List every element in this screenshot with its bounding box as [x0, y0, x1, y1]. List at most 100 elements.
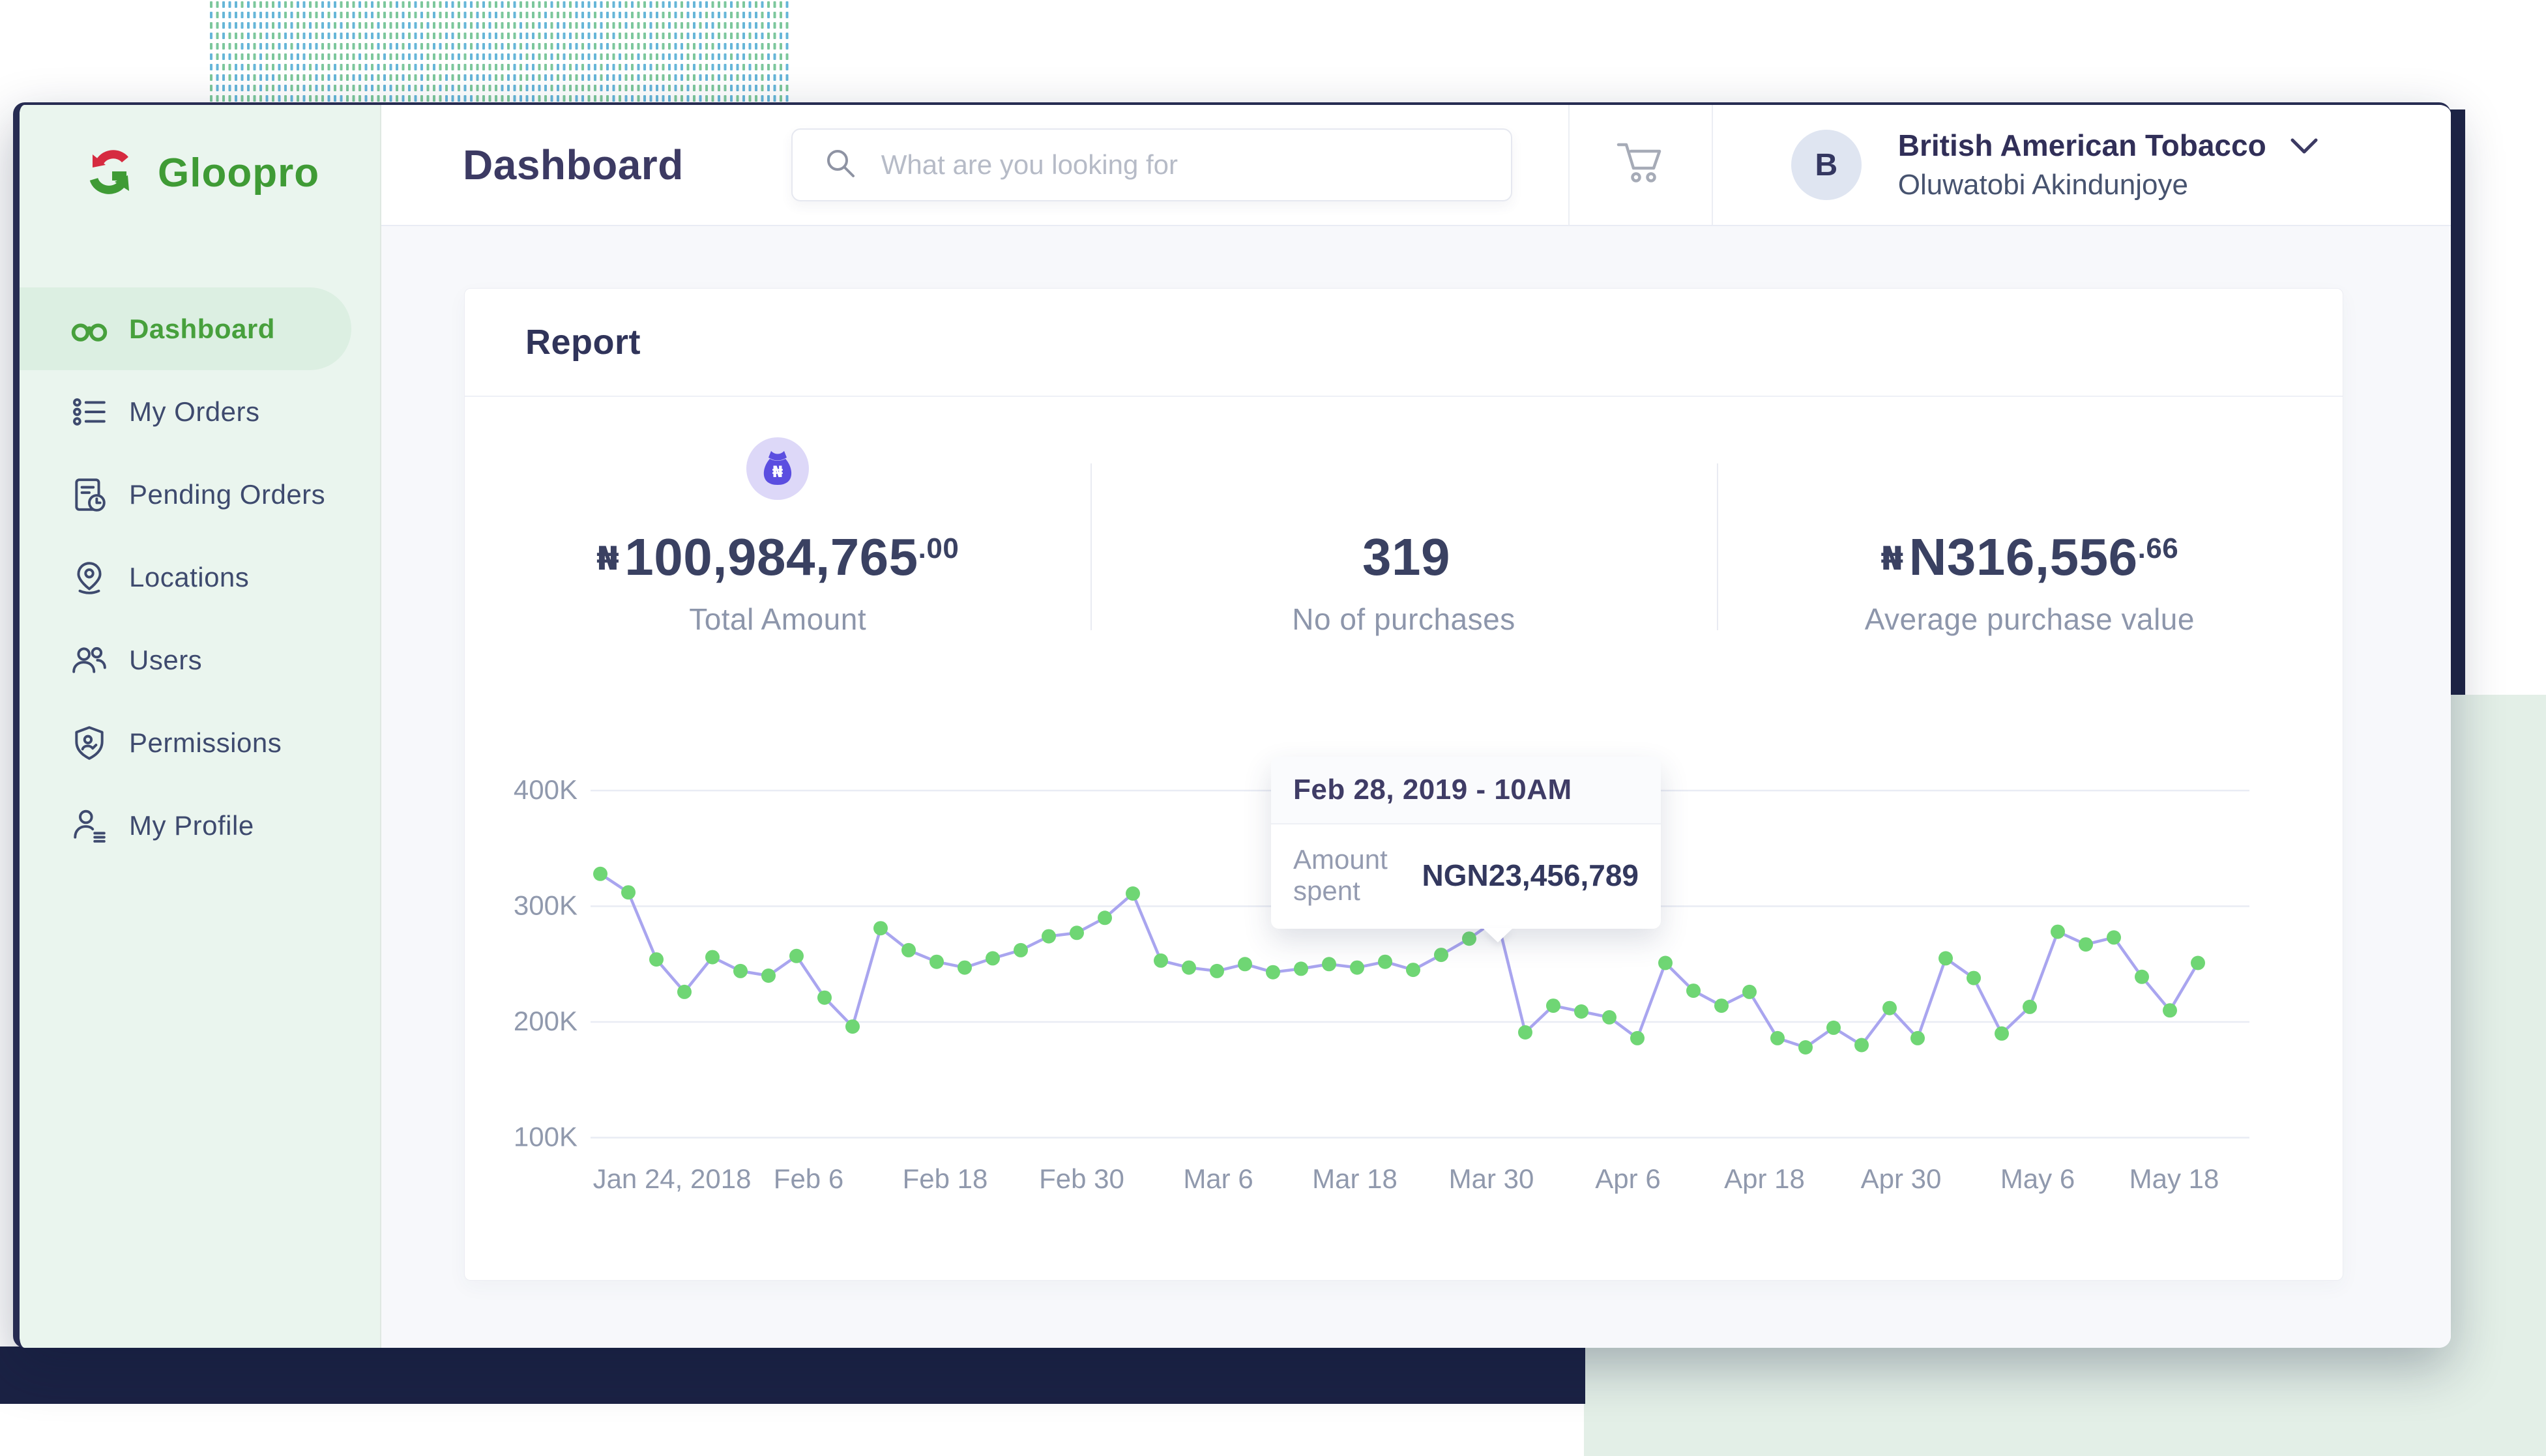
chart-point[interactable] [1798, 1040, 1813, 1055]
chart-point[interactable] [929, 954, 944, 969]
chart-point[interactable] [1210, 963, 1224, 978]
search-icon [824, 147, 858, 184]
x-tick-Feb-6: Feb 6 [774, 1163, 843, 1194]
sidebar-item-my-profile[interactable]: My Profile [20, 784, 380, 867]
search-input[interactable] [879, 149, 1485, 181]
chart-point[interactable] [593, 866, 607, 881]
search-box[interactable] [791, 128, 1512, 201]
chart-point[interactable] [789, 948, 804, 963]
chart-point[interactable] [1126, 886, 1140, 901]
y-tick-400K: 400K [514, 774, 578, 805]
sidebar-item-users[interactable]: Users [20, 619, 380, 701]
chart-point[interactable] [1406, 963, 1420, 978]
chart-point[interactable] [2079, 937, 2093, 952]
chart-point[interactable] [1350, 960, 1364, 975]
chart-point[interactable] [621, 885, 636, 900]
chart-point[interactable] [1770, 1030, 1785, 1045]
stat-label: No of purchases [1292, 602, 1515, 636]
chart-point[interactable] [1266, 965, 1280, 980]
chart-point[interactable] [1882, 1000, 1897, 1015]
chart-point[interactable] [1826, 1020, 1841, 1035]
chart-point[interactable] [1967, 970, 1981, 985]
chart-point[interactable] [1238, 957, 1252, 972]
chart-point[interactable] [1995, 1026, 2009, 1041]
chart-point[interactable] [1658, 955, 1673, 970]
chart-point[interactable] [958, 960, 972, 975]
y-tick-100K: 100K [514, 1122, 578, 1152]
svg-text:₦: ₦ [772, 463, 783, 481]
chart-point[interactable] [1854, 1038, 1869, 1053]
chart-point[interactable] [901, 942, 916, 957]
sidebar-item-permissions[interactable]: Permissions [20, 701, 380, 784]
chart-point[interactable] [761, 968, 776, 983]
stat-average-value: ₦ N316,556.66 Average purchase value [1716, 437, 2343, 637]
locations-pin-icon [70, 559, 108, 596]
stat-label: Average purchase value [1864, 602, 2195, 636]
brand-logo[interactable]: Gloopro [83, 144, 380, 201]
chart-point[interactable] [2135, 969, 2149, 984]
x-tick-Mar-18: Mar 18 [1312, 1163, 1397, 1194]
chart-point[interactable] [1574, 1004, 1588, 1019]
chart-point[interactable] [2051, 924, 2065, 939]
chart-point[interactable] [986, 951, 1000, 966]
sidebar-item-dashboard[interactable]: Dashboard [20, 287, 351, 370]
chart-point[interactable] [817, 990, 832, 1005]
x-tick-Mar-6: Mar 6 [1183, 1163, 1253, 1194]
sidebar-item-locations[interactable]: Locations [20, 536, 380, 619]
chart-point[interactable] [2191, 955, 2205, 970]
stat-value: ₦ N316,556.66 [1880, 528, 2179, 586]
money-bag-icon: ₦ [746, 437, 810, 500]
chart-point[interactable] [873, 921, 888, 936]
chart-point[interactable] [1322, 957, 1336, 972]
permissions-shield-icon [70, 724, 108, 762]
chart-point[interactable] [845, 1019, 860, 1034]
chart-point[interactable] [733, 963, 748, 978]
pending-orders-icon [70, 476, 108, 514]
chart-point[interactable] [2107, 930, 2121, 945]
sidebar-item-label: My Orders [129, 396, 260, 427]
chart-point[interactable] [2163, 1003, 2177, 1018]
chart-point[interactable] [1742, 984, 1757, 999]
chart-point[interactable] [1182, 960, 1196, 975]
content-area: Report ₦ [381, 226, 2451, 1348]
stat-value: ₦ 100,984,765.00 [596, 528, 959, 586]
orders-list-icon [70, 393, 108, 431]
chart-point[interactable] [2023, 999, 2037, 1014]
chart-line [599, 872, 2199, 1049]
chart-point[interactable] [1434, 948, 1448, 963]
sidebar-item-label: My Profile [129, 809, 254, 841]
chart-point[interactable] [1602, 1010, 1617, 1025]
app-window: Gloopro Dashboard My Orders Pending Orders… [13, 102, 2451, 1348]
x-tick-Apr-30: Apr 30 [1861, 1163, 1942, 1194]
avatar-letter: B [1815, 147, 1838, 182]
chart-point[interactable] [1686, 983, 1701, 998]
chart-point[interactable] [1518, 1025, 1532, 1040]
chart-point[interactable] [1630, 1030, 1645, 1045]
avatar: B [1791, 130, 1862, 200]
account-menu[interactable]: B British American Tobacco Oluwatobi Aki… [1791, 127, 2319, 203]
chart-point[interactable] [677, 984, 692, 999]
sidebar-item-my-orders[interactable]: My Orders [20, 370, 380, 453]
chart-point[interactable] [1098, 910, 1112, 925]
chart-point[interactable] [1910, 1030, 1925, 1045]
chart-point[interactable] [1714, 998, 1729, 1013]
chart-point[interactable] [1154, 953, 1168, 968]
sidebar-item-pending-orders[interactable]: Pending Orders [20, 453, 380, 536]
tooltip-arrow [1483, 928, 1513, 942]
chart-point[interactable] [1939, 951, 1953, 966]
chart-point[interactable] [1014, 942, 1028, 957]
chevron-down-icon[interactable] [2290, 127, 2319, 164]
cart-button[interactable] [1570, 139, 1712, 191]
chart-point[interactable] [1462, 931, 1476, 946]
stat-purchases: 319 No of purchases [1090, 437, 1716, 637]
chart-point[interactable] [649, 952, 664, 967]
x-tick-Apr-6: Apr 6 [1595, 1163, 1660, 1194]
chart-point[interactable] [1378, 954, 1392, 969]
sidebar-item-label: Pending Orders [129, 478, 326, 510]
chart-point[interactable] [1294, 961, 1308, 976]
account-text: British American Tobacco Oluwatobi Akind… [1898, 127, 2319, 203]
chart-point[interactable] [1042, 929, 1056, 944]
chart-point[interactable] [705, 950, 720, 965]
chart-point[interactable] [1070, 925, 1084, 940]
chart-point[interactable] [1546, 998, 1560, 1013]
